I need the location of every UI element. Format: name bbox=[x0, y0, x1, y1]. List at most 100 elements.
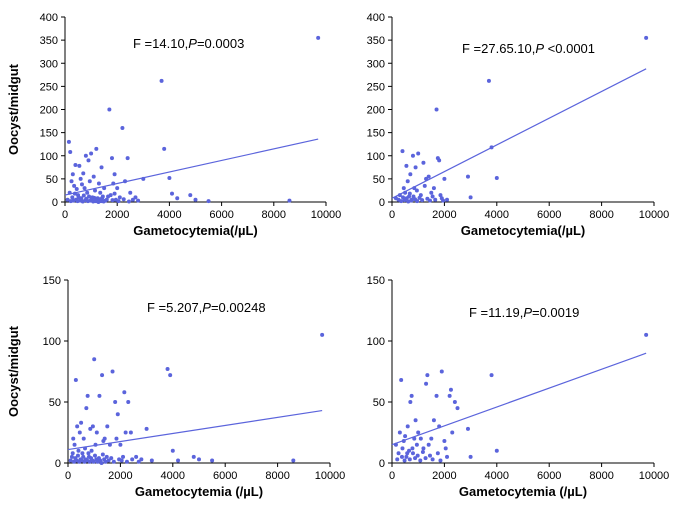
data-point bbox=[77, 163, 82, 168]
data-point bbox=[77, 430, 82, 435]
x-tick-label: 0 bbox=[65, 470, 71, 482]
y-tick-label: 50 bbox=[46, 174, 58, 186]
data-point bbox=[425, 373, 430, 378]
x-tick-label: 4000 bbox=[485, 209, 509, 221]
data-point bbox=[73, 163, 78, 167]
data-point bbox=[400, 149, 405, 154]
data-point bbox=[409, 198, 414, 203]
data-point bbox=[408, 172, 413, 177]
data-point bbox=[79, 196, 84, 201]
data-point bbox=[66, 139, 71, 144]
data-point bbox=[121, 454, 126, 459]
data-point bbox=[644, 35, 649, 40]
data-point bbox=[128, 430, 133, 435]
data-point bbox=[407, 457, 412, 462]
data-point bbox=[81, 454, 86, 459]
data-point bbox=[125, 156, 130, 161]
data-point bbox=[128, 190, 133, 195]
data-point bbox=[118, 442, 123, 447]
data-point bbox=[426, 174, 431, 179]
data-point bbox=[111, 459, 116, 464]
data-point bbox=[404, 454, 409, 459]
data-point bbox=[193, 197, 198, 202]
data-point bbox=[197, 457, 201, 462]
data-point bbox=[448, 387, 453, 392]
data-point bbox=[115, 186, 120, 191]
data-point bbox=[439, 369, 444, 374]
data-point bbox=[403, 434, 408, 439]
data-point bbox=[441, 198, 446, 203]
data-point bbox=[120, 126, 125, 130]
data-point bbox=[170, 191, 175, 196]
data-point bbox=[170, 448, 175, 453]
x-tick-label: 8000 bbox=[589, 209, 613, 221]
data-point bbox=[100, 196, 105, 201]
data-point bbox=[87, 194, 92, 199]
data-point bbox=[105, 424, 110, 429]
data-point bbox=[104, 454, 109, 459]
data-point bbox=[96, 181, 101, 186]
data-point bbox=[69, 179, 74, 184]
data-point bbox=[438, 193, 443, 198]
data-point bbox=[405, 179, 410, 184]
data-point bbox=[404, 163, 409, 168]
x-tick-label: 0 bbox=[62, 209, 68, 221]
x-tick-label: 6000 bbox=[537, 470, 561, 482]
x-tick-label: 8000 bbox=[262, 209, 286, 221]
data-point bbox=[80, 451, 85, 456]
data-point bbox=[400, 446, 405, 451]
data-point bbox=[434, 107, 439, 112]
data-point bbox=[415, 453, 420, 458]
x-axis-label: Gametocytemia (/µL) bbox=[135, 484, 263, 499]
x-tick-label: 2000 bbox=[432, 209, 456, 221]
x-tick-label: 10000 bbox=[639, 209, 670, 221]
data-point bbox=[421, 446, 426, 451]
y-tick-label: 350 bbox=[367, 35, 385, 47]
data-point bbox=[431, 186, 436, 191]
stats-annotation: F =11.19,P=0.0019 bbox=[469, 305, 579, 320]
data-point bbox=[130, 457, 135, 462]
y-tick-label: 50 bbox=[49, 397, 61, 409]
data-point bbox=[405, 424, 410, 429]
y-tick-label: 400 bbox=[40, 12, 58, 24]
y-tick-label: 150 bbox=[43, 275, 61, 287]
x-tick-label: 4000 bbox=[485, 470, 509, 482]
y-tick-label: 200 bbox=[367, 105, 385, 117]
data-point bbox=[320, 332, 325, 337]
data-point bbox=[89, 448, 94, 453]
y-tick-label: 0 bbox=[55, 458, 61, 470]
scatter-panel-4: 0 50 100 150 0 2000 4000 6000 8000 10000 F =11.19,… bbox=[367, 275, 670, 499]
x-axis-label: Gametocytemia (/µL) bbox=[459, 484, 587, 499]
data-point bbox=[438, 458, 443, 463]
data-point bbox=[455, 406, 460, 411]
data-point bbox=[73, 378, 78, 383]
data-point bbox=[396, 451, 401, 456]
x-tick-label: 8000 bbox=[589, 470, 613, 482]
data-point bbox=[93, 188, 98, 193]
data-point bbox=[399, 199, 404, 204]
data-point bbox=[409, 393, 414, 398]
data-point bbox=[126, 199, 131, 204]
data-point bbox=[99, 461, 104, 465]
data-point bbox=[489, 373, 494, 378]
data-point bbox=[83, 153, 88, 158]
x-tick-label: 2000 bbox=[105, 209, 129, 221]
x-tick-label: 10000 bbox=[315, 470, 346, 482]
data-point bbox=[109, 456, 114, 461]
data-point bbox=[416, 430, 421, 435]
data-point bbox=[116, 199, 121, 204]
data-point bbox=[119, 458, 124, 463]
data-point bbox=[72, 183, 77, 188]
data-point bbox=[74, 187, 79, 192]
data-point bbox=[100, 452, 105, 457]
data-point bbox=[407, 191, 412, 196]
data-point bbox=[435, 451, 440, 456]
data-point bbox=[399, 378, 404, 383]
y-tick-label: 0 bbox=[379, 197, 385, 209]
y-tick-label: 300 bbox=[367, 58, 385, 70]
data-point bbox=[494, 448, 499, 453]
data-point bbox=[408, 400, 413, 404]
y-tick-label: 150 bbox=[367, 128, 385, 140]
